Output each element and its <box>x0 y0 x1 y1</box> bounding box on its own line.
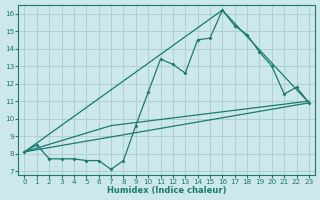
X-axis label: Humidex (Indice chaleur): Humidex (Indice chaleur) <box>107 186 227 195</box>
